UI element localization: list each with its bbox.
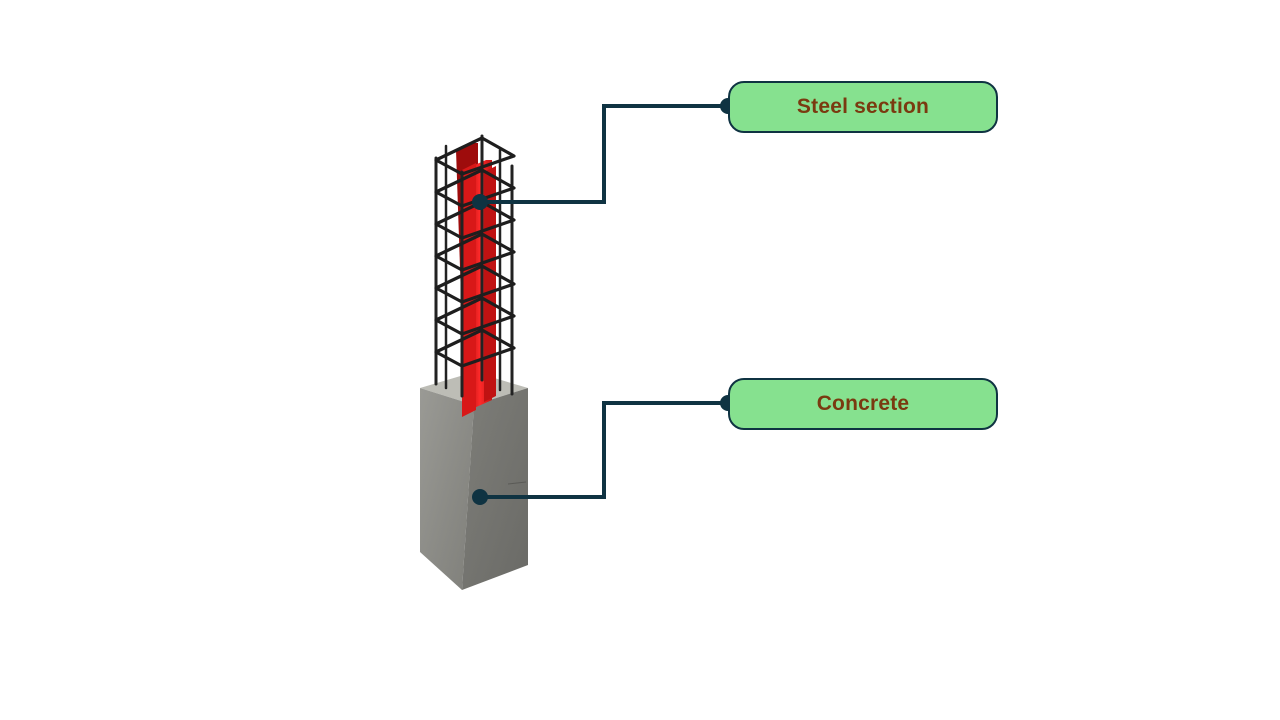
rebar-tie [434,328,516,368]
leader-dot-steel-target [472,194,488,210]
steel-flange-right [484,166,496,402]
rebar-tie [434,200,516,240]
concrete-crack [507,481,527,485]
leader-dot-concrete-target [472,489,488,505]
rebar-tie [434,136,516,176]
concrete-right-face [462,388,528,590]
leader-line-concrete [480,401,728,499]
rebar-tie [434,296,516,336]
steel-section-label-text: Steel section [796,95,930,118]
steel-flange-front [462,163,476,417]
concrete-label-text: Concrete [816,392,910,415]
rebar-ties [434,136,516,368]
concrete-left-face [420,388,474,590]
rebar-tie [434,168,516,208]
rebar-tie [434,264,516,304]
steel-section-label: Steel section [728,81,998,133]
rebar-tie [434,232,516,272]
leader-line-steel-section [480,104,728,204]
concrete-label: Concrete [728,378,998,430]
